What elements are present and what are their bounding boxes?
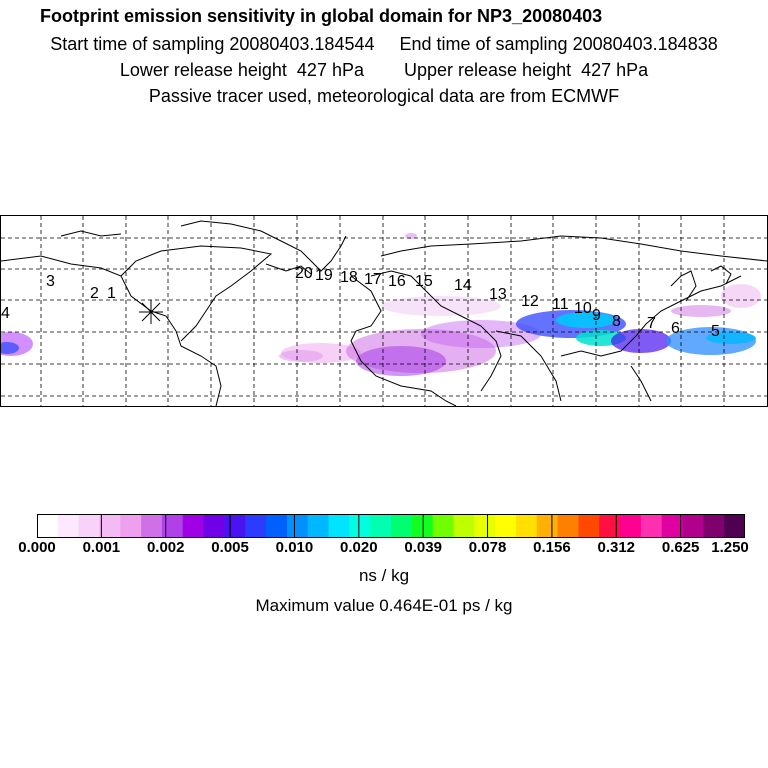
colorbar-cell	[182, 514, 205, 538]
maximum-value: Maximum value 0.464E-01 ps / kg	[255, 596, 513, 615]
trajectory-labels: 20 19 18 17 16 15 14 13 12 11 10 9 8 7 6 5 4 3 2 1	[1, 265, 720, 340]
colorbar-cell	[474, 514, 496, 538]
colorbar-cell	[224, 514, 246, 538]
colorbar-cell	[453, 514, 475, 538]
colorbar-cell	[120, 514, 142, 538]
trajectory-label: 17	[364, 271, 382, 288]
trajectory-label: 6	[671, 320, 680, 337]
colorbar-cell	[57, 514, 80, 538]
colorbar-cell	[411, 514, 434, 538]
colorbar-cell	[432, 514, 455, 538]
colorbar-cell	[703, 514, 725, 538]
colorbar-tick-label: 1.250	[711, 539, 749, 556]
colorbar-cell	[578, 514, 600, 538]
sampling-time-line: Start time of sampling 20080403.184544 E…	[50, 34, 718, 54]
trajectory-label: 14	[454, 277, 472, 294]
colorbar-cell	[557, 514, 580, 538]
trajectory-label: 5	[711, 323, 720, 340]
trajectory-label: 16	[388, 273, 406, 290]
trajectory-label: 4	[1, 305, 10, 322]
trajectory-label: 7	[647, 315, 656, 332]
colorbar-frame	[37, 514, 745, 538]
release-height-line: Lower release height 427 hPa Upper relea…	[119, 60, 649, 80]
trajectory-label: 20	[295, 265, 313, 282]
colorbar-cell	[370, 514, 392, 538]
colorbar-tick-label: 0.312	[597, 539, 636, 556]
colorbar-cell	[640, 514, 663, 538]
colorbar-tick-label: 0.078	[468, 539, 507, 556]
trajectory-label: 15	[415, 273, 433, 290]
colorbar-cell	[599, 514, 621, 538]
trajectory-label: 19	[315, 267, 333, 284]
map-canvas: 20 19 18 17 16 15 14 13 12 11 10 9 8 7 6 5 4 3 2 1	[1, 216, 767, 406]
colorbar-tick-label: 0.005	[211, 539, 249, 556]
plot-title: Footprint emission sensitivity in global…	[40, 6, 603, 26]
trajectory-label: 18	[340, 269, 358, 286]
colorbar-cell	[78, 514, 101, 538]
coastlines	[1, 220, 767, 406]
colorbar-tick-label: 0.001	[82, 539, 121, 556]
colorbar-tick-label: 0.039	[404, 539, 442, 556]
colorbar-cell	[682, 514, 704, 538]
colorbar-cell	[536, 514, 559, 538]
colorbar-cell	[99, 514, 121, 538]
colorbar-cell	[307, 514, 330, 538]
release-location-marker	[139, 300, 163, 324]
colorbar-cell	[515, 514, 538, 538]
colorbar-cell	[495, 514, 517, 538]
colorbar-cell	[37, 514, 59, 538]
tracer-info-line: Passive tracer used, meteorological data…	[148, 86, 620, 106]
colorbar-cell	[245, 514, 267, 538]
colorbar-cell	[286, 514, 309, 538]
colorbar-cell	[724, 514, 745, 538]
colorbar-cell	[328, 514, 350, 538]
colorbar-tick-label: 0.020	[340, 539, 378, 556]
trajectory-label: 1	[107, 285, 116, 302]
world-map: 20 19 18 17 16 15 14 13 12 11 10 9 8 7 6 5 4 3 2 1	[0, 215, 768, 407]
colorbar	[37, 514, 745, 538]
colorbar-tick-label: 0.625	[661, 539, 700, 556]
trajectory-label: 13	[489, 286, 507, 303]
trajectory-label: 2	[90, 285, 99, 302]
colorbar-tick-label: 0.002	[146, 539, 185, 556]
colorbar-tick-label: 0.010	[275, 539, 314, 556]
footprint-plume	[1, 233, 761, 376]
trajectory-label: 12	[521, 293, 539, 310]
colorbar-cell	[391, 514, 413, 538]
colorbar-units: ns / kg	[358, 566, 410, 585]
colorbar-cell	[349, 514, 371, 538]
trajectory-label: 8	[612, 313, 621, 330]
colorbar-tick-label: 0.000	[18, 539, 56, 556]
colorbar-cell	[141, 514, 163, 538]
trajectory-label: 9	[592, 307, 601, 324]
colorbar-cell	[620, 514, 642, 538]
trajectory-label: 11	[552, 296, 569, 313]
trajectory-label: 10	[574, 300, 592, 317]
colorbar-cell	[661, 514, 684, 538]
colorbar-cell	[266, 514, 288, 538]
colorbar-cell	[161, 514, 184, 538]
colorbar-cell	[203, 514, 226, 538]
colorbar-tick-label: 0.156	[533, 539, 571, 556]
trajectory-label: 3	[46, 273, 55, 290]
graticule	[1, 216, 767, 406]
